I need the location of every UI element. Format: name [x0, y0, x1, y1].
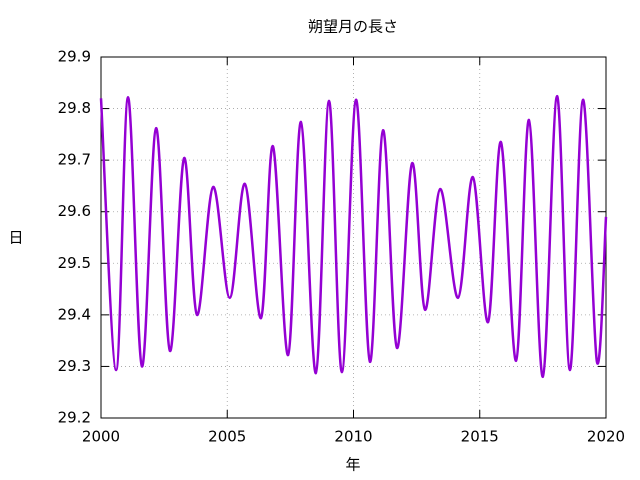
y-tick-label: 29.9	[58, 48, 91, 66]
y-tick-label: 29.4	[58, 305, 91, 323]
x-tick-label: 2015	[461, 428, 499, 446]
y-tick-label: 29.6	[58, 202, 91, 220]
y-tick-label: 29.2	[58, 409, 91, 427]
data-line	[99, 94, 608, 379]
y-tick-label: 29.7	[58, 151, 91, 169]
x-axis-label: 年	[345, 456, 360, 474]
x-tick-label: 2005	[208, 428, 246, 446]
chart-title: 朔望月の長さ	[308, 18, 398, 36]
x-tick-label: 2020	[587, 428, 625, 446]
x-tick-label: 2000	[82, 428, 120, 446]
y-tick-label: 29.8	[58, 99, 91, 117]
x-tick-label: 2010	[334, 428, 372, 446]
y-axis-label: 日	[8, 229, 23, 247]
y-tick-label: 29.5	[58, 254, 91, 272]
y-tick-label: 29.3	[58, 357, 91, 375]
